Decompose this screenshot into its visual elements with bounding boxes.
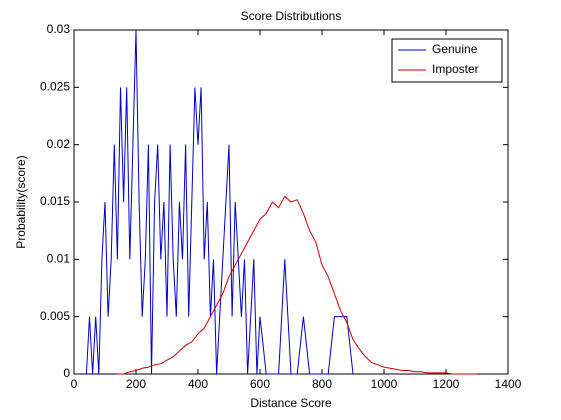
- x-tick-label: 200: [126, 377, 146, 391]
- chart-title: Score Distributions: [241, 9, 342, 23]
- y-axis-label: Probability(score): [14, 155, 28, 248]
- y-tick-label: 0.015: [40, 194, 70, 208]
- legend-box: [391, 38, 503, 83]
- legend-label: Genuine: [432, 42, 478, 56]
- x-axis-label: Distance Score: [250, 396, 332, 410]
- y-tick-label: 0: [63, 366, 70, 380]
- legend-label: Imposter: [432, 62, 479, 76]
- x-tick-label: 1000: [371, 377, 398, 391]
- x-tick-label: 600: [250, 377, 270, 391]
- y-tick-label: 0.03: [47, 22, 71, 36]
- x-tick-label: 1400: [495, 377, 522, 391]
- series-line: [117, 195, 477, 375]
- x-tick-label: 800: [312, 377, 332, 391]
- y-tick-label: 0.025: [40, 80, 70, 94]
- x-tick-label: 1200: [433, 377, 460, 391]
- y-tick-label: 0.01: [47, 252, 71, 266]
- x-tick-label: 0: [71, 377, 78, 391]
- y-tick-label: 0.02: [47, 137, 71, 151]
- y-tick-label: 0.005: [40, 309, 70, 323]
- x-tick-label: 400: [188, 377, 208, 391]
- series-line: [85, 29, 354, 375]
